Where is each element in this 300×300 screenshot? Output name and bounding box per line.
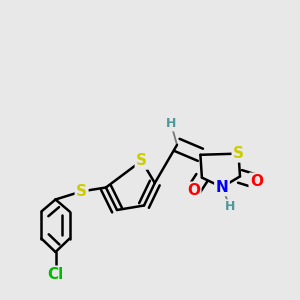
Text: N: N [216,180,228,195]
Text: O: O [250,174,263,189]
Text: S: S [233,146,244,161]
Text: O: O [187,183,200,198]
Text: Cl: Cl [47,267,64,282]
Text: H: H [225,200,235,214]
Text: S: S [76,184,87,199]
Text: H: H [166,117,176,130]
Text: S: S [136,153,147,168]
